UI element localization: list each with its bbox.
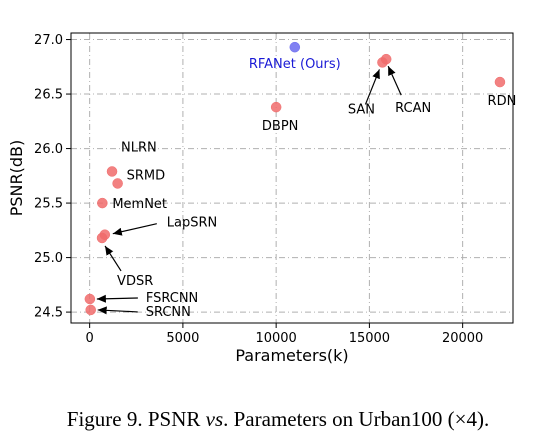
point-rdn — [494, 76, 506, 88]
caption-text-pre: PSNR — [142, 407, 206, 431]
figure-caption: Figure 9. PSNR vs. Parameters on Urban10… — [0, 407, 556, 432]
arrow-lapsrn — [112, 223, 157, 236]
arrow-vdsr — [104, 245, 122, 272]
scatter-chart: 0 5000 10000 15000 20000 24.5 25.0 25.5 26.0 26.5… — [7, 32, 517, 365]
caption-vs: vs — [205, 407, 224, 431]
y-tick-label: 27.0 — [34, 33, 63, 48]
point-srmd — [112, 178, 123, 189]
x-tick-label: 15000 — [349, 331, 390, 346]
point-rcan — [380, 53, 392, 65]
label-srmd: SRMD — [127, 168, 166, 183]
x-axis-label: Parameters(k) — [235, 346, 348, 365]
label-vdsr: VDSR — [117, 274, 153, 289]
point-nlrn — [106, 166, 118, 177]
point-fsrcnn — [84, 293, 96, 305]
label-rcan: RCAN — [395, 101, 431, 116]
arrow-fsrcnn — [96, 294, 138, 303]
label-fsrcnn: FSRCNN — [146, 291, 198, 306]
label-dbpn: DBPN — [262, 119, 299, 134]
arrow-srcnn — [97, 306, 138, 315]
caption-figure-number: Figure 9. — [66, 407, 143, 431]
label-srcnn: SRCNN — [146, 305, 191, 320]
y-tick-label: 26.5 — [34, 88, 63, 103]
point-rfanet-ours — [289, 41, 301, 53]
y-axis-label: PSNR(dB) — [7, 140, 26, 217]
point-srcnn — [85, 304, 96, 316]
arrow-rcan — [387, 65, 402, 96]
point-dbpn — [270, 101, 282, 113]
label-san: SAN — [348, 102, 375, 117]
arrow-san — [364, 69, 381, 105]
plot-frame — [70, 32, 514, 324]
point-memnet — [97, 197, 108, 209]
y-tick-label: 25.5 — [34, 197, 63, 212]
y-tick-label: 26.0 — [34, 142, 63, 157]
y-tick-label: 25.0 — [34, 251, 63, 266]
x-tick-label: 0 — [86, 331, 94, 346]
point-vdsr — [96, 232, 108, 244]
label-lapsrn: LapSRN — [167, 216, 217, 231]
label-memnet: MemNet — [112, 197, 167, 212]
label-rfanet-ours: RFANet (Ours) — [249, 57, 341, 72]
label-rdn: RDN — [488, 94, 517, 109]
x-tick-label: 5000 — [166, 331, 199, 346]
caption-text-post: . Parameters on Urban100 (×4). — [223, 407, 490, 431]
y-tick-label: 24.5 — [34, 306, 63, 321]
label-nlrn: NLRN — [121, 140, 157, 155]
x-tick-label: 10000 — [255, 331, 296, 346]
x-tick-label: 20000 — [442, 331, 483, 346]
